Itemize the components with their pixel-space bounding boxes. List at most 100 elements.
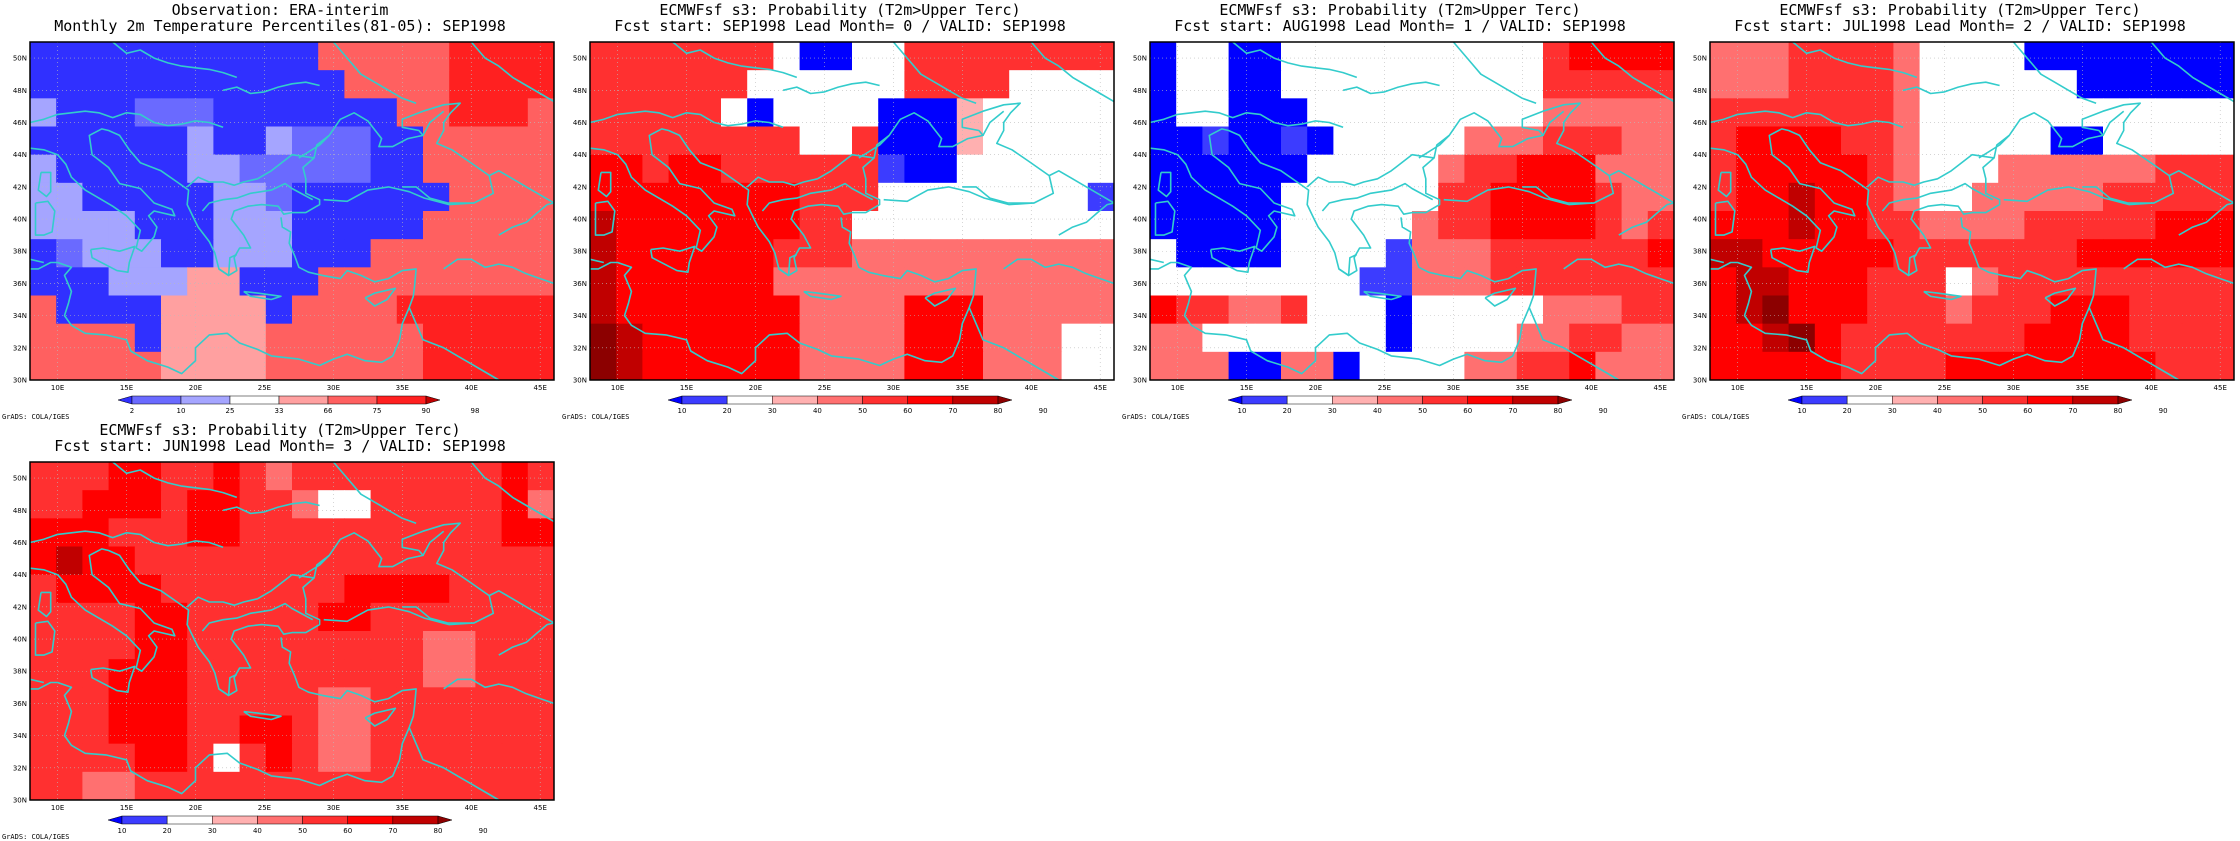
- grid-cell: [616, 70, 643, 99]
- grid-cell: [1919, 98, 1947, 127]
- grid-cell: [1595, 323, 1623, 353]
- lat-tick-label: 30N: [13, 797, 27, 805]
- coastline: [498, 622, 555, 656]
- grid-cell: [642, 211, 670, 240]
- grid-cell: [423, 154, 450, 184]
- lon-tick-label: 25E: [1938, 384, 1951, 392]
- coastline: [2123, 258, 2235, 285]
- grid-cell: [721, 154, 748, 184]
- lon-tick-label: 20E: [189, 804, 202, 812]
- grid-cell: [773, 70, 801, 99]
- coastline: [1898, 253, 1918, 277]
- grid-cell: [318, 267, 345, 296]
- grid-cell: [501, 462, 529, 491]
- grid-cell: [747, 126, 774, 156]
- colorbar-label: 33: [275, 407, 284, 415]
- lon-tick-label: 10E: [51, 384, 64, 392]
- grid-cell: [56, 267, 83, 296]
- grid-cell: [475, 98, 503, 127]
- grid-cell: [475, 602, 503, 632]
- grid-cell: [396, 462, 424, 491]
- grid-cell: [423, 771, 450, 801]
- grid-cell: [1150, 154, 1177, 184]
- colorbar-segment: [1286, 395, 1333, 405]
- grid-cell: [1087, 182, 1115, 212]
- grid-cell: [213, 70, 241, 99]
- coastline: [1709, 110, 1904, 129]
- grid-cell: [187, 239, 214, 268]
- grid-cell: [501, 659, 529, 688]
- grid-cell: [616, 126, 643, 156]
- grid-cell: [30, 715, 57, 745]
- grid-cell: [344, 743, 372, 773]
- grid-cell: [30, 267, 57, 296]
- lat-tick-label: 48N: [13, 87, 27, 95]
- grid-cell: [983, 295, 1010, 325]
- grid-cell: [2181, 267, 2209, 296]
- grid-cell: [292, 771, 319, 801]
- grid-cell: [239, 490, 267, 519]
- grid-cell: [1762, 295, 1790, 325]
- grid-cell: [344, 239, 372, 268]
- grid-cell: [213, 574, 241, 604]
- coastline: [1709, 258, 1724, 264]
- colorbar-segment: [667, 395, 683, 405]
- grid-cell: [852, 211, 879, 240]
- grid-cell: [134, 295, 162, 325]
- lat-tick-label: 50N: [13, 55, 27, 63]
- grid-cell: [904, 295, 932, 325]
- grid-cell: [187, 602, 214, 632]
- grid-cell: [475, 659, 503, 688]
- grid-cell: [1150, 42, 1177, 71]
- grid-cell: [161, 574, 188, 604]
- colorbar-label: 90: [1599, 407, 1608, 415]
- grid-cell: [239, 659, 267, 688]
- grid-cell: [161, 687, 188, 716]
- grid-cell: [187, 743, 214, 773]
- grid-cell: [449, 267, 476, 296]
- colorbar-label: 30: [1328, 407, 1337, 415]
- lat-tick-label: 36N: [1693, 280, 1707, 288]
- grid-cell: [108, 631, 136, 660]
- lon-tick-label: 15E: [680, 384, 693, 392]
- grid-cell: [344, 631, 372, 660]
- grid-cell: [1438, 70, 1465, 99]
- grid-cell: [30, 126, 57, 156]
- grid-cell: [983, 239, 1010, 268]
- grid-cell: [1087, 295, 1115, 325]
- grid-cell: [475, 239, 503, 268]
- grid-cell: [2103, 154, 2130, 184]
- grid-cell: [1307, 351, 1334, 381]
- grid-cell: [2024, 351, 2052, 381]
- grid-cell: [423, 490, 450, 519]
- grid-cell: [1788, 295, 1816, 325]
- coastline: [364, 287, 397, 307]
- grid-cell: [1412, 42, 1439, 71]
- lat-tick-label: 40N: [13, 216, 27, 224]
- lon-tick-label: 30E: [327, 804, 340, 812]
- grid-cell: [396, 659, 424, 688]
- colorbar-label: 60: [1463, 407, 1472, 415]
- grid-cell: [344, 351, 372, 381]
- grid-cell: [475, 126, 503, 156]
- grid-cell: [1150, 126, 1177, 156]
- grid-cell: [1333, 182, 1361, 212]
- grid-cell: [1788, 239, 1816, 268]
- grid-cell: [30, 239, 57, 268]
- grid-cell: [1464, 154, 1492, 184]
- grid-cell: [396, 154, 424, 184]
- coastlines: [1149, 41, 1675, 381]
- graticule: [590, 42, 1114, 381]
- grid-cell: [1359, 98, 1387, 127]
- lat-tick-label: 44N: [13, 151, 27, 159]
- grid-cell: [1647, 211, 1675, 240]
- grid-cell: [1647, 295, 1675, 325]
- grid-cell: [2076, 70, 2104, 99]
- lat-tick-label: 50N: [13, 475, 27, 483]
- panel-title: ECMWFsf s3: Probability (T2m>Upper Terc): [1219, 1, 1581, 19]
- coastline: [402, 186, 474, 204]
- panel-lead3: ECMWFsf s3: Probability (T2m>Upper Terc)…: [0, 420, 560, 841]
- grid-cell: [1490, 239, 1518, 268]
- grid-cell: [1150, 295, 1177, 325]
- grid-cell: [187, 211, 214, 240]
